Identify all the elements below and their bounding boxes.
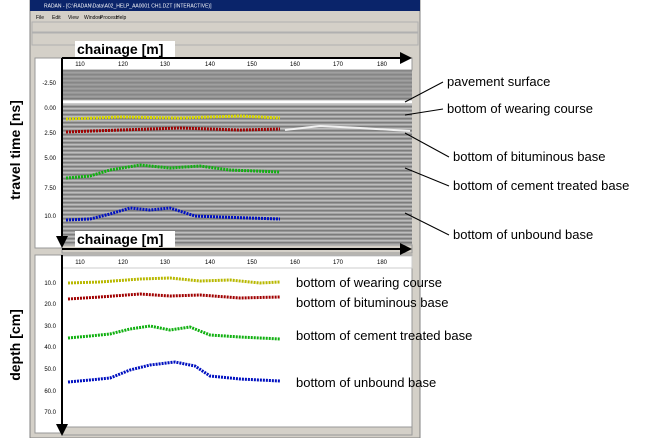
leader-line xyxy=(404,132,450,158)
depth-unbound xyxy=(67,360,281,384)
x-tick-label: 150 xyxy=(247,62,258,68)
annotation: bottom of bituminous base xyxy=(453,149,605,164)
y-tick-label: 40.0 xyxy=(44,345,56,351)
annotation: bottom of wearing course xyxy=(447,101,593,116)
x-tick-label: 170 xyxy=(333,62,344,68)
leader-line xyxy=(404,212,450,236)
leader-line xyxy=(404,167,450,187)
y-tick-label: 50.0 xyxy=(44,367,56,373)
leader-line xyxy=(404,81,444,103)
y-tick-label: 70.0 xyxy=(44,410,56,416)
menu-item: Help xyxy=(116,15,127,21)
ruler xyxy=(61,255,413,269)
x-tick-label: 180 xyxy=(377,260,388,266)
menu-item: Window xyxy=(84,15,102,21)
depth-wearing xyxy=(67,276,281,285)
x-tick-label: 120 xyxy=(118,260,129,266)
x-tick-label: 180 xyxy=(377,62,388,68)
x-tick-label: 150 xyxy=(247,260,258,266)
y-tick-label: 30.0 xyxy=(44,324,56,330)
depth-bituminous xyxy=(67,292,281,301)
y-tick-label: 5.00 xyxy=(44,156,56,162)
title-bar xyxy=(30,0,420,11)
x-axis-label: chainage [m] xyxy=(77,41,163,57)
label-bg xyxy=(75,41,175,57)
depth-plot xyxy=(34,254,413,434)
y-tick-label: 10.0 xyxy=(44,281,56,287)
menu-item: File xyxy=(36,15,44,21)
y-tick-label: 10.0 xyxy=(44,214,56,220)
pick-wearing xyxy=(65,114,281,121)
y-tick-label: 60.0 xyxy=(44,389,56,395)
menu-item: Process xyxy=(100,15,119,21)
arrow-head xyxy=(400,243,412,255)
depth-cement xyxy=(67,324,281,341)
y-tick-label: 2.50 xyxy=(44,131,56,137)
reflection xyxy=(284,124,411,132)
y-axis-label: travel time [ns] xyxy=(7,100,23,200)
menu-item: Edit xyxy=(52,15,61,21)
y-axis-label: depth [cm] xyxy=(7,309,23,381)
y-tick-label: -2.50 xyxy=(42,81,56,87)
label-bg xyxy=(75,231,175,247)
pick-bituminous xyxy=(65,126,281,134)
arrow-head xyxy=(56,424,68,436)
x-tick-label: 140 xyxy=(205,260,216,266)
x-tick-label: 140 xyxy=(205,62,216,68)
annotation: bottom of cement treated base xyxy=(453,178,629,193)
scrollbar xyxy=(61,426,413,436)
y-tick-label: 0.00 xyxy=(44,106,56,112)
annotation: bottom of unbound base xyxy=(296,375,436,390)
y-tick-label: 20.0 xyxy=(44,302,56,308)
y-tick-label: 7.50 xyxy=(44,186,56,192)
arrow-head xyxy=(56,236,68,248)
x-tick-label: 110 xyxy=(75,260,85,266)
annotation: bottom of cement treated base xyxy=(296,328,472,343)
x-tick-label: 130 xyxy=(160,62,171,68)
menu-item: View xyxy=(68,15,79,21)
radargram xyxy=(62,70,412,245)
radargram-air xyxy=(62,70,412,98)
arrow-head xyxy=(400,52,412,64)
x-tick-label: 110 xyxy=(75,62,85,68)
window-title: RADAN - [C:\RADAN\Data\A02_HELP_AA0001 C… xyxy=(44,4,212,10)
leader-line xyxy=(404,108,444,116)
ruler xyxy=(61,57,413,71)
x-tick-label: 160 xyxy=(290,62,301,68)
x-tick-label: 120 xyxy=(118,62,129,68)
x-tick-label: 130 xyxy=(160,260,171,266)
annotation: bottom of unbound base xyxy=(453,227,593,242)
toolbar xyxy=(31,21,419,33)
pick-unbound xyxy=(65,206,281,222)
x-tick-label: 160 xyxy=(290,260,301,266)
annotation: pavement surface xyxy=(447,74,550,89)
annotation: bottom of wearing course xyxy=(296,275,442,290)
x-tick-label: 170 xyxy=(333,260,344,266)
pick-cement xyxy=(65,163,281,180)
x-axis-label: chainage [m] xyxy=(77,231,163,247)
annotation: bottom of bituminous base xyxy=(296,295,448,310)
